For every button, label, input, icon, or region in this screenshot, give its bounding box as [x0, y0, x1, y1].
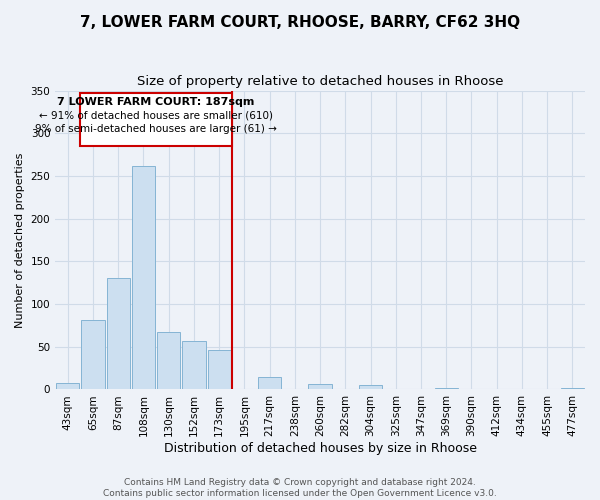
Bar	[82, 320, 104, 390]
Bar	[56, 384, 79, 390]
Title: Size of property relative to detached houses in Rhoose: Size of property relative to detached ho…	[137, 75, 503, 88]
Bar	[308, 384, 332, 390]
Bar	[561, 388, 584, 390]
Bar	[359, 385, 382, 390]
Bar	[157, 332, 181, 390]
Text: Contains HM Land Registry data © Crown copyright and database right 2024.
Contai: Contains HM Land Registry data © Crown c…	[103, 478, 497, 498]
Text: 9% of semi-detached houses are larger (61) →: 9% of semi-detached houses are larger (6…	[35, 124, 277, 134]
FancyBboxPatch shape	[80, 93, 232, 146]
Bar	[208, 350, 231, 390]
X-axis label: Distribution of detached houses by size in Rhoose: Distribution of detached houses by size …	[164, 442, 476, 455]
Bar	[132, 166, 155, 390]
Bar	[107, 278, 130, 390]
Bar	[434, 388, 458, 390]
Y-axis label: Number of detached properties: Number of detached properties	[15, 152, 25, 328]
Text: 7 LOWER FARM COURT: 187sqm: 7 LOWER FARM COURT: 187sqm	[58, 96, 255, 106]
Text: ← 91% of detached houses are smaller (610): ← 91% of detached houses are smaller (61…	[39, 110, 273, 120]
Bar	[182, 341, 206, 390]
Text: 7, LOWER FARM COURT, RHOOSE, BARRY, CF62 3HQ: 7, LOWER FARM COURT, RHOOSE, BARRY, CF62…	[80, 15, 520, 30]
Bar	[258, 376, 281, 390]
